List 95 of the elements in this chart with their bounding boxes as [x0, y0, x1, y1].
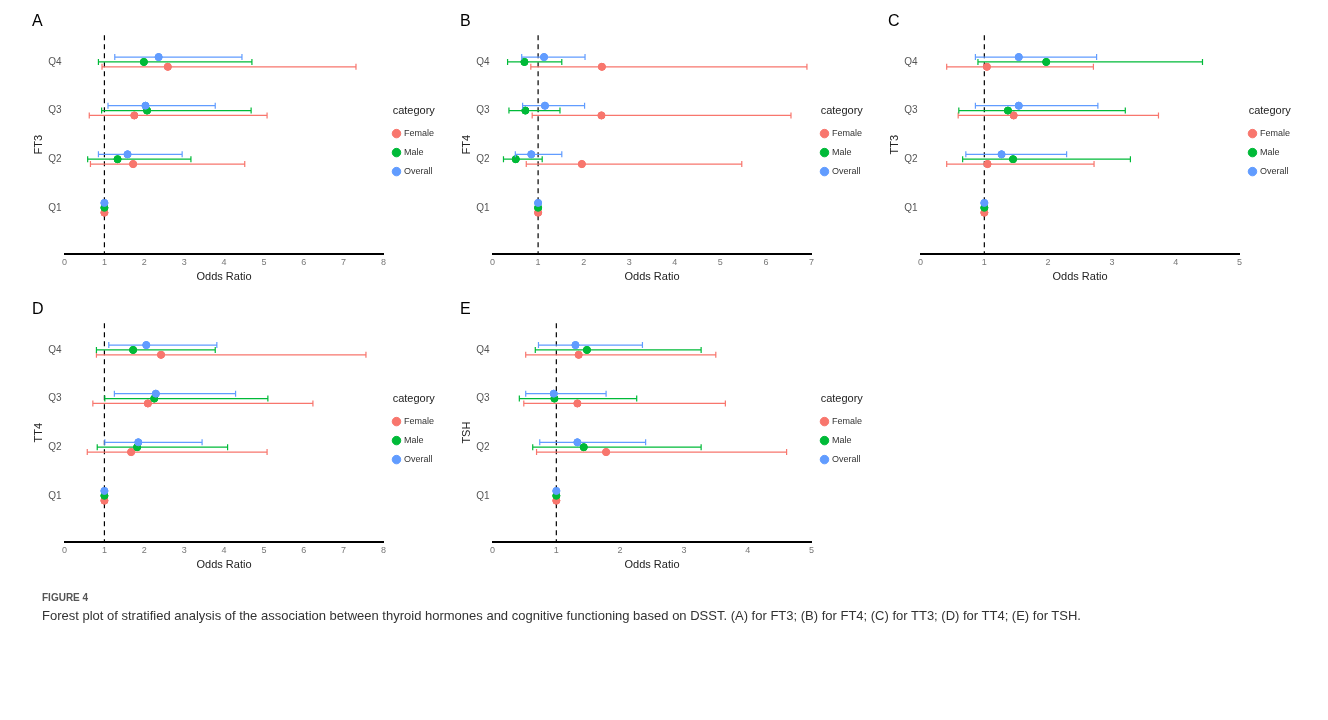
x-tick-label: 3 [181, 544, 187, 555]
legend-label: Male [1259, 147, 1280, 158]
x-tick-label: 6 [301, 544, 307, 555]
y-tick-label: Q3 [48, 104, 62, 116]
x-tick-label: 5 [261, 544, 267, 555]
y-tick-label: Q3 [904, 104, 918, 116]
x-tick-label: 5 [717, 256, 723, 267]
legend-label: Overall [403, 454, 433, 465]
x-axis-title: Odds Ratio [196, 270, 252, 283]
x-tick-label: 4 [672, 256, 678, 267]
chart-title: D [32, 300, 44, 318]
x-tick-label: 3 [181, 256, 187, 267]
x-tick-label: 4 [1173, 256, 1179, 267]
legend-title: category [820, 104, 864, 117]
legend-title: category [392, 104, 436, 117]
legend-label: Overall [831, 454, 861, 465]
x-tick-label: 3 [626, 256, 632, 267]
legend-label: Overall [1259, 166, 1289, 177]
y-tick-label: Q1 [48, 201, 62, 213]
y-tick-label: Q1 [48, 489, 62, 501]
x-tick-label: 2 [617, 544, 623, 555]
y-tick-label: Q4 [476, 55, 490, 67]
legend-label: Male [403, 435, 424, 446]
legend-label: Female [403, 416, 435, 427]
caption: FIGURE 4 [42, 592, 90, 603]
x-tick-label: 6 [763, 256, 769, 267]
y-tick-label: Q2 [48, 152, 62, 164]
x-axis-title: Odds Ratio [1052, 270, 1108, 283]
x-tick-label: 0 [62, 544, 68, 555]
x-tick-label: 2 [1045, 256, 1051, 267]
x-tick-label: 2 [581, 256, 587, 267]
legend-label: Male [831, 147, 852, 158]
x-tick-label: 5 [261, 256, 267, 267]
y-tick-label: Q2 [476, 440, 490, 452]
x-tick-label: 0 [490, 256, 496, 267]
y-axis-title: TT3 [887, 134, 900, 155]
x-tick-label: 0 [918, 256, 924, 267]
y-axis-title: TT4 [31, 422, 44, 443]
y-tick-label: Q3 [476, 392, 490, 404]
legend-label: Overall [831, 166, 861, 177]
y-tick-label: Q3 [476, 104, 490, 116]
x-tick-label: 3 [681, 544, 687, 555]
chart-title: E [460, 300, 471, 318]
x-tick-label: 4 [745, 544, 751, 555]
y-tick-label: Q4 [48, 55, 62, 67]
y-tick-label: Q2 [476, 152, 490, 164]
x-tick-label: 1 [535, 256, 541, 267]
x-tick-label: 7 [341, 544, 347, 555]
legend-label: Female [1259, 128, 1291, 139]
legend-label: Female [831, 416, 863, 427]
x-tick-label: 7 [341, 256, 347, 267]
y-tick-label: Q4 [904, 55, 918, 67]
legend-label: Female [831, 128, 863, 139]
text: Forest plot of stratified analysis of the association between thyroid hormones and cognitive functioning based on DSST. (A) for FT3; (B) for FT4; (C) for TT3; (D) for TT4; (E) for TSH. [42, 607, 1082, 625]
y-tick-label: Q2 [904, 152, 918, 164]
legend-label: Male [403, 147, 424, 158]
y-tick-label: Q1 [476, 201, 490, 213]
chart-title: C [888, 12, 900, 30]
x-tick-label: 7 [808, 256, 814, 267]
x-tick-label: 2 [141, 256, 147, 267]
legend-label: Male [831, 435, 852, 446]
x-tick-label: 8 [380, 256, 386, 267]
y-tick-label: Q2 [48, 440, 62, 452]
x-tick-label: 0 [62, 256, 68, 267]
chart-title: B [460, 12, 471, 30]
y-axis-title: FT4 [459, 134, 472, 155]
x-tick-label: 1 [553, 544, 559, 555]
x-axis-title: Odds Ratio [196, 558, 252, 571]
x-tick-label: 4 [221, 544, 227, 555]
legend-title: category [1248, 104, 1292, 117]
x-tick-label: 1 [101, 544, 107, 555]
y-axis-title: TSH [459, 421, 472, 444]
x-axis-title: Odds Ratio [624, 270, 680, 283]
x-axis-title: Odds Ratio [624, 558, 680, 571]
legend-title: category [820, 392, 864, 405]
y-tick-label: Q1 [904, 201, 918, 213]
x-tick-label: 4 [221, 256, 227, 267]
y-tick-label: Q4 [48, 343, 62, 355]
x-tick-label: 6 [301, 256, 307, 267]
x-tick-label: 0 [490, 544, 496, 555]
legend-label: Female [403, 128, 435, 139]
x-tick-label: 5 [808, 544, 814, 555]
chart-title: A [32, 12, 43, 30]
y-axis-title: FT3 [31, 134, 44, 155]
x-tick-label: 5 [1236, 256, 1242, 267]
y-tick-label: Q1 [476, 489, 490, 501]
legend-label: Overall [403, 166, 433, 177]
x-tick-label: 1 [101, 256, 107, 267]
legend-title: category [392, 392, 436, 405]
x-tick-label: 8 [380, 544, 386, 555]
x-tick-label: 2 [141, 544, 147, 555]
x-tick-label: 3 [1109, 256, 1115, 267]
y-tick-label: Q3 [48, 392, 62, 404]
y-tick-label: Q4 [476, 343, 490, 355]
x-tick-label: 1 [981, 256, 987, 267]
